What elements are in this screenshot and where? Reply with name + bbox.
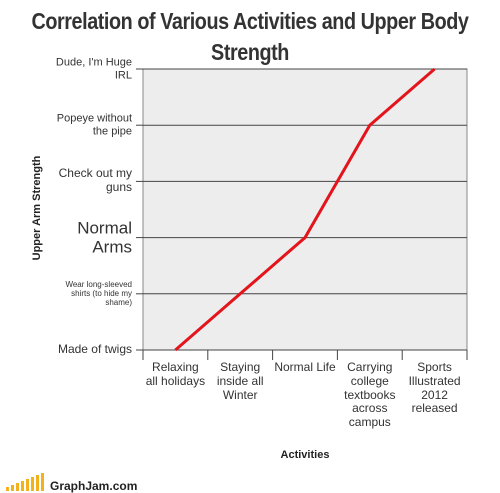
- x-axis-title: Activities: [281, 449, 330, 461]
- y-axis-title: Upper Arm Strength: [31, 155, 43, 260]
- y-tick-label: Popeye without the pipe: [56, 112, 132, 138]
- y-tick-label: Made of twigs: [57, 342, 132, 357]
- x-tick-label: Staying inside all Winter: [216, 360, 264, 402]
- plot-area: [142, 68, 468, 351]
- y-tick-label: Wear long-sleeved shirts (to hide my sha…: [65, 280, 132, 308]
- logo: [6, 473, 44, 491]
- x-tick-label: Relaxing all holidays: [145, 360, 206, 388]
- y-tick-label: Normal Arms: [77, 218, 132, 257]
- x-tick-label: Normal Life: [274, 360, 336, 374]
- x-tick-label: Sports Illustrated 2012 released: [408, 360, 461, 416]
- line: [174, 67, 436, 352]
- x-tick-label: Carrying college textbooks across campus: [344, 360, 396, 430]
- chart-title: Correlation of Various Activities and Up…: [31, 8, 469, 65]
- y-tick-label: Check out my guns: [58, 166, 132, 195]
- y-tick-label: Dude, I'm Huge IRL: [55, 56, 132, 81]
- footer: GraphJam.com: [50, 479, 138, 493]
